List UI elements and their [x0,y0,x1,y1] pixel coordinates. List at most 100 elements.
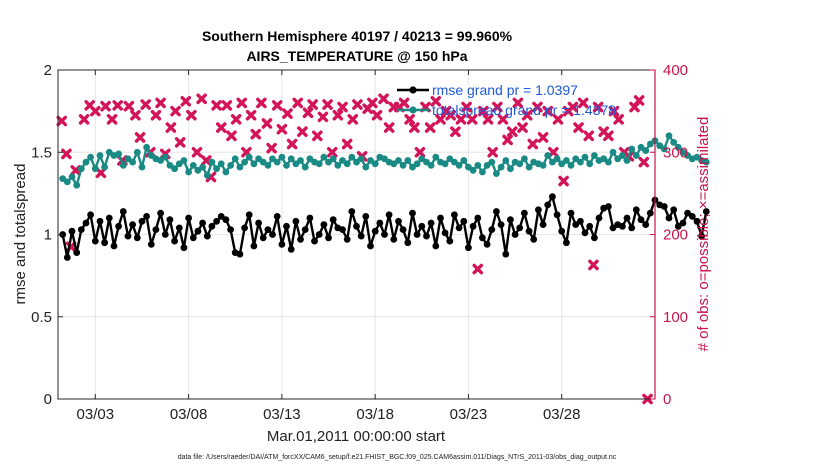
rmse-point [437,214,444,222]
obs-assimilated-point [307,99,318,110]
rmse-point [474,214,482,222]
y-axis-label-right: # of obs: o=possible; ×=assimilated [695,117,712,352]
obs-assimilated-point [398,97,410,109]
totalspread-point [245,153,253,161]
rmse-point [605,203,612,210]
obs-assimilated-point [112,100,124,111]
obs-assimilated-point [332,109,344,121]
obs-assimilated-point [371,109,383,121]
obs-assimilated-point [424,122,436,133]
obs-assimilated-point [592,101,604,113]
rmse-point [432,242,440,250]
obs-assimilated-point [56,115,68,127]
rmse-point [353,222,360,230]
obs-assimilated-point [165,122,177,133]
obs-assimilated-point [583,130,595,142]
rmse-point [493,208,500,215]
obs-assimilated-point [90,105,101,117]
totalspread-point [320,153,328,161]
rmse-point [87,211,94,219]
rmse-point [521,209,528,217]
axis-layer: 03/03 03/08 03/13 03/18 03/23 03/2800.511.520… [31,62,688,423]
rmse-point [460,217,468,225]
rmse-point [77,226,85,234]
rmse-point [222,216,230,224]
obs-assimilated-point [466,114,478,125]
rmse-point [553,211,561,219]
obs-assimilated-point [95,167,107,179]
rmse-point [409,209,416,217]
x-tick-label: 03/28 [543,406,581,423]
obs-assimilated-point [497,114,509,125]
totalspread-point [502,157,510,164]
totalspread-point [577,158,584,166]
totalspread-point [451,158,458,166]
rmse-point [311,237,318,245]
obs-assimilated-point [196,93,207,105]
totalspread-point [628,145,636,153]
rmse-point [525,227,533,235]
rmse-point [297,236,304,243]
obs-assimilated-point [61,148,72,160]
totalspread-point [250,160,258,168]
obs-assimilated-point [404,114,415,125]
obs-assimilated-point [482,114,494,125]
rmse-point [91,237,99,245]
obs-assimilated-point [478,105,489,117]
totalspread-point [665,132,673,140]
obs-assimilated-point [211,100,222,111]
rmse-point [679,219,687,227]
totalspread-point [390,160,398,168]
rmse-point [227,226,235,234]
rmse-point [632,206,640,214]
obs-assimilated-point [512,97,524,109]
rmse-point [343,236,351,243]
rmse-point [646,209,654,217]
rmse-point [385,211,393,219]
totalspread-point [73,181,81,189]
obs-assimilated-point [123,100,135,112]
obs-assimilated-point [577,97,589,109]
totalspread-point [646,140,654,148]
rmse-point [329,216,337,224]
obs-assimilated-point [461,101,472,113]
obs-assimilated-point [588,259,599,271]
rmse-point [105,214,113,222]
rmse-point [236,250,244,258]
rmse-point [367,242,374,250]
totalspread-point [278,153,286,161]
totalspread-point [432,153,440,161]
obs-assimilated-point [170,105,181,117]
totalspread-point [231,155,239,163]
obs-assimilated-point [78,114,90,125]
rmse-point [171,237,179,245]
obs-assimilated-series [56,93,653,405]
rmse-point [320,221,328,229]
obs-assimilated-point [502,134,513,146]
totalspread-point [670,139,678,146]
totalspread-point [171,165,179,173]
rmse-point [180,244,188,252]
rmse-point [455,224,463,232]
rmse-point [371,227,379,235]
rmse-point [255,219,262,227]
totalspread-point [133,148,141,156]
rmse-point [315,231,323,238]
rmse-point [194,227,202,235]
totalspread-point [343,160,351,168]
obs-assimilated-point [250,128,262,140]
obs-assimilated-point [322,99,333,110]
rmse-point [586,222,594,230]
rmse-point [516,224,524,232]
rmse-point [572,221,580,229]
rmse-point [82,219,90,227]
totalspread-point [241,158,249,166]
rmse-point [404,239,412,247]
totalspread-point [96,152,104,159]
obs-assimilated-point [150,109,162,121]
y-left-tick-label: 2 [44,62,52,79]
obs-assimilated-point [134,132,146,143]
rmse-point [549,193,556,201]
totalspread-point [623,157,631,164]
